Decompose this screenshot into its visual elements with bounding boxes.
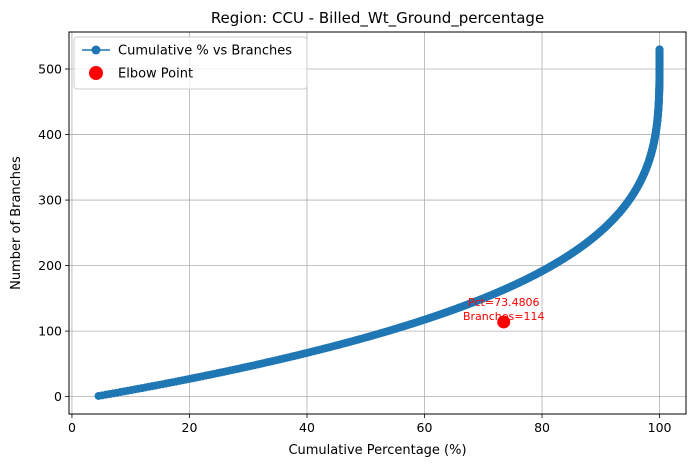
- legend-box: [73, 36, 308, 90]
- elbow-annotation: Pct=73.4806 Branches=114: [463, 296, 545, 323]
- legend-label-elbow: Elbow Point: [118, 67, 193, 82]
- y-tick-label: 500: [38, 62, 62, 77]
- x-tick-label: 20: [182, 420, 198, 435]
- x-axis-title: Cumulative Percentage (%): [288, 443, 466, 458]
- y-tick-label: 100: [38, 324, 62, 339]
- plot-area: [94, 45, 664, 400]
- legend: Cumulative % vs Branches Elbow Point: [73, 36, 308, 90]
- x-tick-label: 100: [648, 420, 672, 435]
- y-tick-label: 300: [38, 193, 62, 208]
- legend-series-marker: [91, 45, 101, 55]
- y-tick-label: 400: [38, 127, 62, 142]
- data-point: [655, 45, 664, 54]
- legend-elbow-marker: [89, 66, 103, 80]
- x-tick-label: 60: [417, 420, 433, 435]
- axis-ticks: 0 20 40 60 80 100 0 100 200 300 400 500: [38, 62, 671, 435]
- elbow-point-marker: [497, 315, 511, 329]
- y-axis-title: Number of Branches: [9, 156, 24, 290]
- x-tick-label: 80: [534, 420, 550, 435]
- plot-frame: [68, 31, 687, 415]
- y-tick-label: 0: [54, 389, 62, 404]
- annotation-pct: Pct=73.4806: [468, 296, 540, 309]
- chart-title: Region: CCU - Billed_Wt_Ground_percentag…: [211, 9, 544, 28]
- legend-label-series: Cumulative % vs Branches: [118, 44, 292, 59]
- annotation-branches: Branches=114: [463, 310, 545, 323]
- y-tick-label: 200: [38, 258, 62, 273]
- series-line: [98, 49, 661, 397]
- x-tick-label: 40: [299, 420, 315, 435]
- x-tick-label: 0: [68, 420, 76, 435]
